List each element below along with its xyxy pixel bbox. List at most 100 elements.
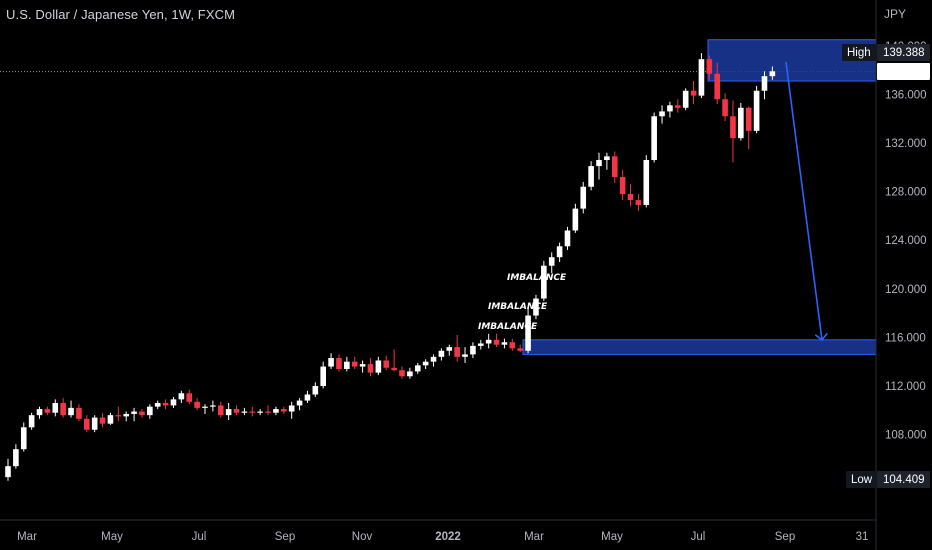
- candle-body: [478, 343, 484, 346]
- candle: [383, 355, 390, 371]
- candle: [556, 242, 563, 263]
- candle: [619, 169, 626, 201]
- candle: [564, 226, 571, 250]
- candle: [115, 406, 122, 422]
- candle-body: [5, 466, 11, 478]
- candle: [344, 356, 350, 372]
- candle-body: [265, 411, 271, 413]
- candle: [76, 404, 82, 422]
- candle: [596, 152, 602, 180]
- candle: [249, 406, 256, 417]
- x-tick-label: Mar: [524, 531, 544, 543]
- candle: [186, 389, 193, 405]
- candle-body: [651, 116, 657, 161]
- candle: [131, 407, 137, 422]
- candle: [753, 85, 760, 134]
- candle: [651, 112, 657, 163]
- imbalance-label: IMBALANCE: [507, 273, 567, 283]
- candle: [478, 339, 484, 350]
- x-tick-label: Jul: [691, 531, 706, 543]
- candle: [422, 359, 429, 369]
- candle: [170, 396, 177, 408]
- y-tick-label: 128.000: [885, 187, 927, 199]
- candle-body: [367, 364, 374, 373]
- low-label: Low: [851, 474, 873, 486]
- candle: [359, 360, 366, 373]
- currency-label: JPY: [884, 7, 907, 21]
- candle-body: [383, 360, 390, 368]
- candle: [91, 415, 98, 433]
- candle-body: [288, 405, 295, 412]
- candle: [375, 356, 382, 376]
- candle-body: [690, 90, 697, 96]
- candle-body: [485, 339, 492, 344]
- candle: [761, 71, 768, 100]
- candle-body: [210, 405, 216, 407]
- candle: [99, 412, 106, 428]
- candle: [257, 409, 263, 416]
- y-axis[interactable]: 108.000 112.000 116.000 120.000 124.000 128.0…: [875, 0, 927, 550]
- candle-body: [60, 403, 66, 416]
- candle-body: [635, 200, 642, 205]
- candle-body: [682, 90, 689, 108]
- candle-body: [604, 156, 610, 161]
- candle: [541, 260, 547, 301]
- candle: [682, 88, 689, 111]
- candle-body: [336, 358, 342, 369]
- candle-body: [217, 405, 224, 416]
- candle-body: [257, 411, 263, 413]
- candle-body: [281, 409, 287, 412]
- candle-body: [525, 315, 531, 351]
- candle-body: [627, 194, 634, 201]
- candle-body: [107, 415, 114, 424]
- candles: [5, 53, 776, 481]
- candle-body: [13, 449, 19, 467]
- candle: [675, 99, 681, 113]
- candle-body: [186, 393, 193, 402]
- candle-body: [312, 386, 319, 395]
- candle: [533, 294, 539, 320]
- high-label: High: [847, 47, 871, 59]
- candle: [611, 151, 618, 184]
- candle-body: [564, 230, 571, 247]
- demand-zone: [522, 339, 877, 355]
- candle: [698, 53, 705, 99]
- candle-body: [84, 418, 90, 430]
- candle: [13, 444, 19, 469]
- candle-body: [91, 417, 98, 430]
- candle: [194, 398, 200, 411]
- y-tick-label: 132.000: [885, 138, 927, 150]
- x-axis[interactable]: Mar May Jul Sep Nov 2022 Mar May Jul Sep 31: [0, 519, 876, 543]
- candle: [690, 81, 697, 105]
- low-value: 104.409: [883, 474, 925, 486]
- x-tick-label: Sep: [275, 531, 295, 543]
- candle-body: [572, 208, 579, 231]
- candle: [210, 400, 216, 412]
- x-tick-label: Sep: [775, 531, 795, 543]
- candle: [304, 390, 311, 404]
- candle-body: [541, 265, 547, 299]
- candle-body: [36, 409, 43, 416]
- candle: [147, 404, 153, 419]
- candle-body: [162, 403, 169, 406]
- candle: [430, 354, 437, 367]
- candle: [320, 361, 326, 389]
- candle-body: [52, 403, 59, 413]
- candle: [225, 403, 232, 421]
- candle: [399, 366, 405, 379]
- candle-body: [659, 111, 665, 117]
- imbalance-label: IMBALANCE: [488, 302, 548, 312]
- low-value-bg: [877, 471, 930, 488]
- candle-body: [588, 166, 594, 187]
- low-label-bg: [846, 471, 876, 488]
- candle: [580, 181, 587, 214]
- candle: [123, 411, 129, 422]
- candle: [202, 404, 208, 414]
- candle-body: [722, 99, 728, 117]
- candle-body: [580, 186, 587, 209]
- candle-body: [619, 177, 626, 195]
- candle-body: [225, 409, 232, 416]
- candle: [509, 338, 516, 351]
- candle: [407, 367, 413, 379]
